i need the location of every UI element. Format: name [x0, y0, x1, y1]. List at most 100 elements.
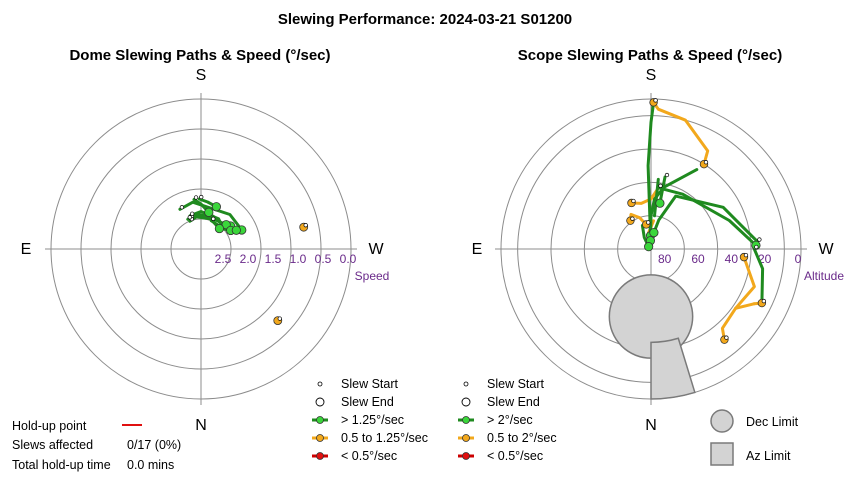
scope-fast-end-point	[644, 242, 654, 252]
scope-medium-slew-path	[734, 302, 756, 310]
dome-slew-start-point	[190, 211, 195, 216]
figure-title: Slewing Performance: 2024-03-21 S01200	[278, 11, 572, 28]
scope-compass-e: E	[472, 241, 483, 258]
dome-slew-marks	[178, 194, 309, 326]
dome-legend-medium: 0.5 to 1.25°/sec	[341, 431, 428, 445]
dome-slew-end-point	[231, 225, 241, 235]
holdup-point-label: Hold-up point	[12, 419, 87, 433]
dome-legend-start: Slew Start	[341, 377, 398, 391]
scope-medium-start-point	[653, 98, 658, 103]
dome-legend-end-marker	[315, 397, 325, 407]
az-limit-region	[650, 337, 696, 400]
scope-legend-start-marker	[463, 381, 469, 387]
dome-legend-medium-marker	[316, 434, 324, 442]
slews-affected-label: Slews affected	[12, 438, 93, 452]
dome-polar-grid	[45, 93, 357, 405]
scope-legend-start: Slew Start	[487, 377, 544, 391]
dome-compass-e: E	[21, 241, 32, 258]
scope-slew-marks	[626, 98, 767, 344]
dome-slew-start-point	[187, 215, 192, 220]
scope-legend: Slew Start Slew End > 2°/sec 0.5 to 2°/s…	[458, 377, 557, 463]
scope-legend-fast: > 2°/sec	[487, 413, 533, 427]
dome-compass-s: S	[196, 67, 207, 84]
scope-medium-start-point	[703, 160, 709, 165]
scope-radial-label: Altitude	[804, 269, 844, 283]
dome-radial-tick: 0.5	[315, 252, 332, 266]
scope-limit-regions	[608, 274, 696, 400]
holdup-info: Hold-up point Slews affected 0/17 (0%) T…	[12, 419, 181, 472]
scope-fast-end-point	[655, 198, 665, 208]
scope-compass-n: N	[645, 417, 657, 434]
dome-fast-slew-path	[178, 200, 244, 232]
dome-legend-slow-marker	[316, 452, 324, 460]
scope-legend-end: Slew End	[487, 395, 540, 409]
scope-medium-start-point	[631, 198, 636, 204]
dome-slew-end-point	[211, 202, 221, 212]
scope-compass-w: W	[818, 241, 834, 258]
total-holdup-value: 0.0 mins	[127, 458, 174, 472]
dec-limit-legend: Dec Limit	[746, 415, 799, 429]
scope-medium-start-point	[743, 252, 749, 258]
dome-legend: Slew Start Slew End > 1.25°/sec 0.5 to 1…	[312, 377, 428, 463]
dome-slew-end-point	[204, 207, 214, 217]
dome-slew-start-point	[179, 205, 185, 210]
scope-medium-start-point	[724, 335, 729, 340]
total-holdup-label: Total hold-up time	[12, 458, 111, 472]
scope-slew-start-point	[658, 183, 663, 188]
dome-radial-tick: 0.0	[340, 252, 357, 266]
scope-medium-start-point	[646, 220, 651, 225]
dome-legend-fast: > 1.25°/sec	[341, 413, 404, 427]
scope-legend-fast-marker	[462, 416, 470, 424]
scope-medium-start-point	[761, 298, 767, 304]
scope-radial-tick: 60	[691, 252, 705, 266]
scope-slew-start-point	[757, 237, 762, 242]
scope-compass-s: S	[646, 67, 657, 84]
scope-radial-ticks: 80 60 40 20 0	[658, 252, 802, 266]
scope-medium-slew-path	[630, 186, 660, 205]
scope-fast-slew-path	[752, 247, 765, 305]
dome-legend-slow: < 0.5°/sec	[341, 449, 397, 463]
dome-plot-title: Dome Slewing Paths & Speed (°/sec)	[69, 47, 330, 64]
scope-medium-slew-path	[652, 100, 710, 166]
dec-limit-legend-marker	[710, 409, 734, 433]
scope-legend-slow-marker	[462, 452, 470, 460]
scope-legend-slow: < 0.5°/sec	[487, 449, 543, 463]
scope-fast-slew-path	[653, 177, 660, 218]
dome-radial-tick: 2.5	[215, 252, 232, 266]
limit-legend: Dec Limit Az Limit	[710, 409, 799, 466]
scope-plot-title: Scope Slewing Paths & Speed (°/sec)	[518, 47, 782, 64]
dome-legend-end: Slew End	[341, 395, 394, 409]
scope-fast-slew-path	[657, 186, 758, 247]
scope-radial-tick: 0	[795, 252, 802, 266]
dome-radial-tick: 1.5	[265, 252, 282, 266]
scope-fast-slew-path	[652, 194, 759, 244]
scope-slew-start-point	[754, 244, 759, 250]
scope-legend-medium-marker	[462, 434, 470, 442]
dome-radial-ticks: 2.5 2.0 1.5 1.0 0.5 0.0	[215, 252, 357, 266]
dome-slew-start-point	[211, 216, 216, 221]
dome-radial-tick: 1.0	[290, 252, 307, 266]
dome-compass-w: W	[368, 241, 384, 258]
dome-slew-end-point	[214, 223, 225, 234]
slews-affected-value: 0/17 (0%)	[127, 438, 181, 452]
dome-legend-start-marker	[317, 381, 323, 387]
scope-radial-tick: 80	[658, 252, 672, 266]
scope-medium-start-point	[630, 216, 635, 221]
scope-slew-start-point	[664, 172, 670, 178]
az-limit-legend-marker	[710, 442, 734, 466]
scope-legend-end-marker	[461, 397, 471, 407]
az-limit-legend: Az Limit	[746, 449, 791, 463]
scope-fast-slew-path	[646, 100, 656, 238]
scope-fast-slew-path	[648, 168, 699, 243]
dome-slew-start-point	[199, 194, 204, 200]
dome-legend-fast-marker	[316, 416, 324, 424]
scope-fast-end-point	[649, 227, 659, 238]
dome-radial-tick: 2.0	[240, 252, 257, 266]
dome-compass-n: N	[195, 417, 207, 434]
dome-radial-label: Speed	[355, 269, 390, 283]
dome-slew-start-point	[193, 195, 199, 200]
scope-radial-tick: 40	[725, 252, 739, 266]
dome-medium-start-point	[303, 223, 308, 228]
dome-medium-start-point	[277, 316, 282, 321]
